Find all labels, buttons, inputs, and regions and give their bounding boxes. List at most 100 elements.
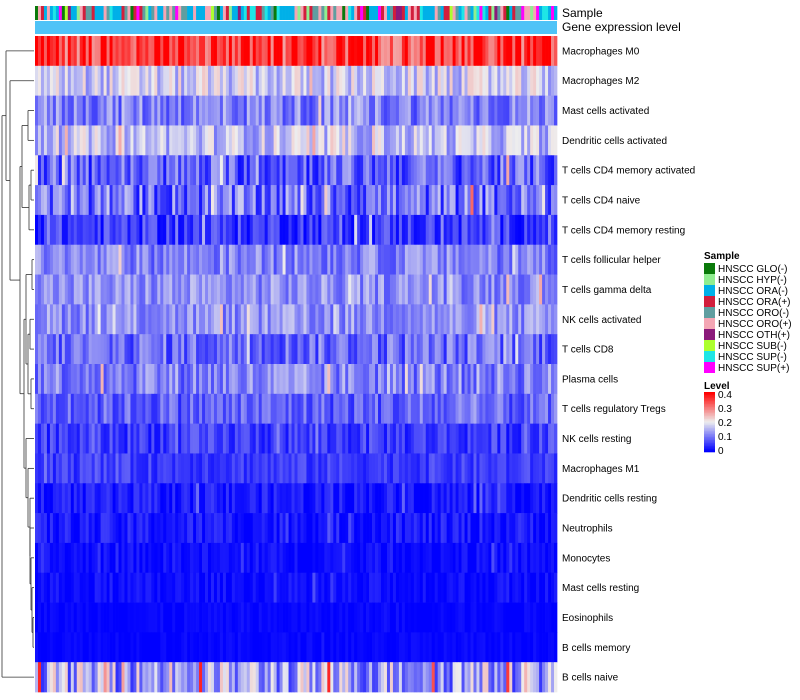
heatmap-cell bbox=[542, 214, 546, 246]
heatmap-cell bbox=[222, 393, 227, 424]
heatmap-cell bbox=[360, 572, 364, 603]
heatmap-cell bbox=[458, 334, 462, 365]
heatmap-cell bbox=[339, 364, 343, 395]
heatmap-cell bbox=[392, 36, 397, 67]
heatmap-cell bbox=[88, 214, 93, 246]
heatmap-cell bbox=[291, 155, 295, 186]
heatmap-cell bbox=[354, 513, 358, 544]
sample-legend-swatch bbox=[704, 340, 715, 351]
heatmap-cell bbox=[494, 125, 498, 156]
heatmap-cell bbox=[458, 364, 462, 395]
heatmap-cell bbox=[500, 513, 504, 544]
heatmap-cell bbox=[142, 36, 146, 67]
level-legend-gradient-step bbox=[704, 404, 715, 406]
heatmap-cell bbox=[509, 244, 513, 275]
heatmap-cell bbox=[67, 602, 72, 633]
heatmap-cell bbox=[142, 95, 146, 126]
heatmap-cell bbox=[530, 542, 534, 574]
heatmap-cell bbox=[372, 185, 376, 216]
heatmap-cell bbox=[190, 423, 194, 454]
heatmap-cell bbox=[115, 483, 119, 514]
heatmap-cell bbox=[348, 542, 352, 574]
heatmap-cell bbox=[169, 304, 173, 335]
heatmap-cell bbox=[297, 483, 301, 514]
heatmap-cell bbox=[172, 185, 176, 216]
heatmap-cell bbox=[449, 542, 453, 574]
heatmap-cell bbox=[100, 304, 104, 335]
heatmap-cell bbox=[142, 602, 146, 633]
heatmap-cell bbox=[386, 572, 391, 603]
heatmap-cell bbox=[133, 602, 137, 633]
heatmap-cell bbox=[249, 483, 254, 514]
heatmap-cell bbox=[136, 602, 140, 633]
heatmap-cell bbox=[297, 393, 301, 424]
heatmap-cell bbox=[285, 125, 289, 156]
heatmap-cell bbox=[372, 274, 376, 305]
heatmap-cell bbox=[118, 65, 122, 96]
heatmap-cell bbox=[363, 95, 367, 126]
heatmap-cell bbox=[85, 423, 90, 454]
heatmap-cell bbox=[515, 36, 519, 67]
heatmap-cell bbox=[530, 65, 534, 96]
heatmap-cell bbox=[49, 125, 54, 156]
heatmap-cell bbox=[488, 542, 492, 574]
heatmap-cell bbox=[312, 423, 316, 454]
heatmap-cell bbox=[121, 155, 125, 186]
heatmap-cell bbox=[482, 95, 486, 126]
heatmap-cell bbox=[115, 36, 119, 67]
heatmap-cell bbox=[375, 602, 379, 633]
heatmap-cell bbox=[79, 95, 84, 126]
sample-annotation-cell bbox=[324, 6, 328, 20]
heatmap-cell bbox=[79, 36, 84, 67]
heatmap-cell bbox=[437, 274, 442, 305]
heatmap-cell bbox=[193, 125, 197, 156]
heatmap-cell bbox=[452, 244, 456, 275]
heatmap-cell bbox=[324, 214, 328, 246]
heatmap-cell bbox=[407, 572, 412, 603]
heatmap-cell bbox=[512, 453, 516, 484]
heatmap-cell bbox=[419, 513, 424, 544]
heatmap-cell bbox=[37, 304, 42, 335]
heatmap-cell bbox=[521, 155, 525, 186]
heatmap-cell bbox=[46, 274, 51, 305]
heatmap-cell bbox=[318, 662, 322, 693]
sample-annotation-cell bbox=[431, 6, 436, 20]
sample-annotation-cell bbox=[127, 6, 131, 20]
sample-annotation-cell bbox=[145, 6, 149, 20]
heatmap-cell bbox=[518, 214, 522, 246]
heatmap-cell bbox=[425, 602, 430, 633]
heatmap-cell bbox=[446, 65, 450, 96]
heatmap-cell bbox=[294, 453, 298, 484]
sample-annotation-cell bbox=[100, 6, 104, 20]
heatmap-cell bbox=[482, 513, 486, 544]
heatmap-cell bbox=[139, 36, 143, 67]
heatmap-cell bbox=[55, 155, 60, 186]
heatmap-cell bbox=[46, 572, 51, 603]
heatmap-cell bbox=[434, 304, 439, 335]
heatmap-cell bbox=[515, 214, 519, 246]
sample-annotation-cell bbox=[94, 6, 98, 20]
heatmap-cell bbox=[491, 483, 495, 514]
heatmap-cell bbox=[422, 662, 427, 693]
heatmap-cell bbox=[205, 155, 209, 186]
heatmap-cell bbox=[136, 632, 140, 663]
heatmap-cell bbox=[357, 602, 361, 633]
heatmap-cell bbox=[142, 155, 146, 186]
heatmap-cell bbox=[506, 304, 510, 335]
heatmap-cell bbox=[309, 274, 313, 305]
heatmap-cell bbox=[234, 483, 239, 514]
heatmap-cell bbox=[231, 513, 236, 544]
heatmap-cell bbox=[109, 244, 113, 275]
heatmap-cell bbox=[202, 483, 206, 514]
heatmap-cell bbox=[157, 483, 161, 514]
heatmap-cell bbox=[386, 155, 391, 186]
heatmap-cell bbox=[345, 393, 349, 424]
heatmap-cell bbox=[536, 572, 540, 603]
heatmap-cell bbox=[43, 244, 48, 275]
heatmap-cell bbox=[231, 244, 236, 275]
heatmap-cell bbox=[258, 155, 263, 186]
heatmap-cell bbox=[163, 662, 167, 693]
sample-annotation-cell bbox=[261, 6, 266, 20]
heatmap-cell bbox=[270, 542, 274, 574]
